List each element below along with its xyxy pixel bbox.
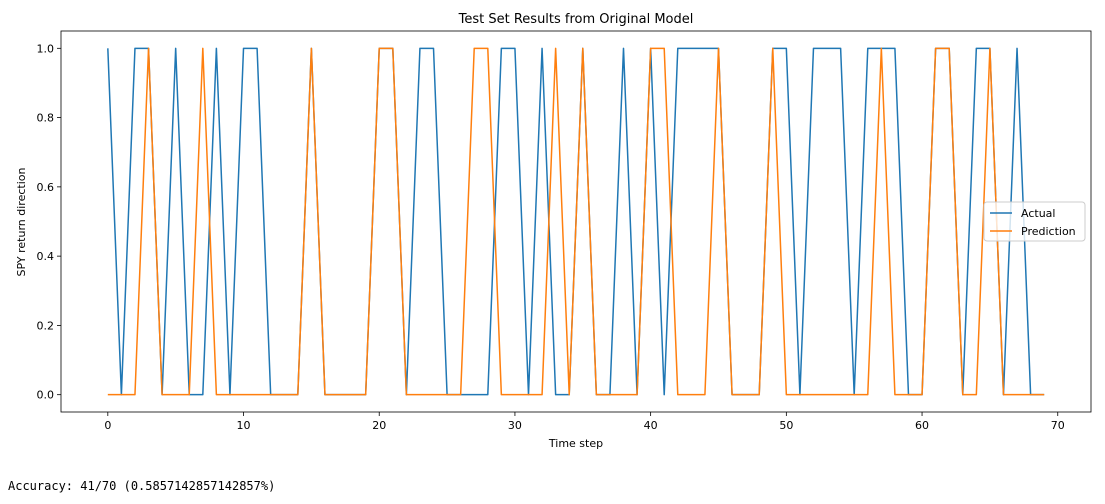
legend: Actual Prediction <box>983 201 1086 242</box>
x-tick-label: 0 <box>104 419 111 432</box>
line-chart: Test Set Results from Original Model 0 10… <box>15 12 1092 450</box>
x-axis-label: Time step <box>548 437 603 450</box>
y-axis-label: SPY return direction <box>15 168 28 277</box>
x-tick-label: 40 <box>644 419 658 432</box>
y-tick-label: 0.8 <box>37 112 55 125</box>
legend-label-actual: Actual <box>1021 207 1055 220</box>
y-tick-label: 0.6 <box>37 181 55 194</box>
chart-title: Test Set Results from Original Model <box>458 12 694 27</box>
y-tick-label: 0.0 <box>37 389 55 402</box>
accuracy-output: Accuracy: 41/70 (0.5857142857142857%) <box>8 479 276 493</box>
x-tick-label: 20 <box>372 419 386 432</box>
y-tick-label: 0.2 <box>37 319 55 332</box>
x-tick-label: 70 <box>1051 419 1065 432</box>
plot-series <box>107 47 1045 396</box>
y-tick-label: 0.4 <box>37 250 55 263</box>
plot-area-frame <box>60 30 1092 413</box>
x-tick-label: 50 <box>779 419 793 432</box>
y-tick-label: 1.0 <box>37 42 55 55</box>
x-tick-label: 60 <box>915 419 929 432</box>
x-axis: 0 10 20 30 40 50 60 70 <box>104 412 1065 432</box>
series-line-prediction <box>107 47 1045 396</box>
x-tick-label: 30 <box>508 419 522 432</box>
y-axis: 0.0 0.2 0.4 0.6 0.8 1.0 <box>37 42 61 402</box>
legend-label-prediction: Prediction <box>1021 225 1076 238</box>
x-tick-label: 10 <box>237 419 251 432</box>
